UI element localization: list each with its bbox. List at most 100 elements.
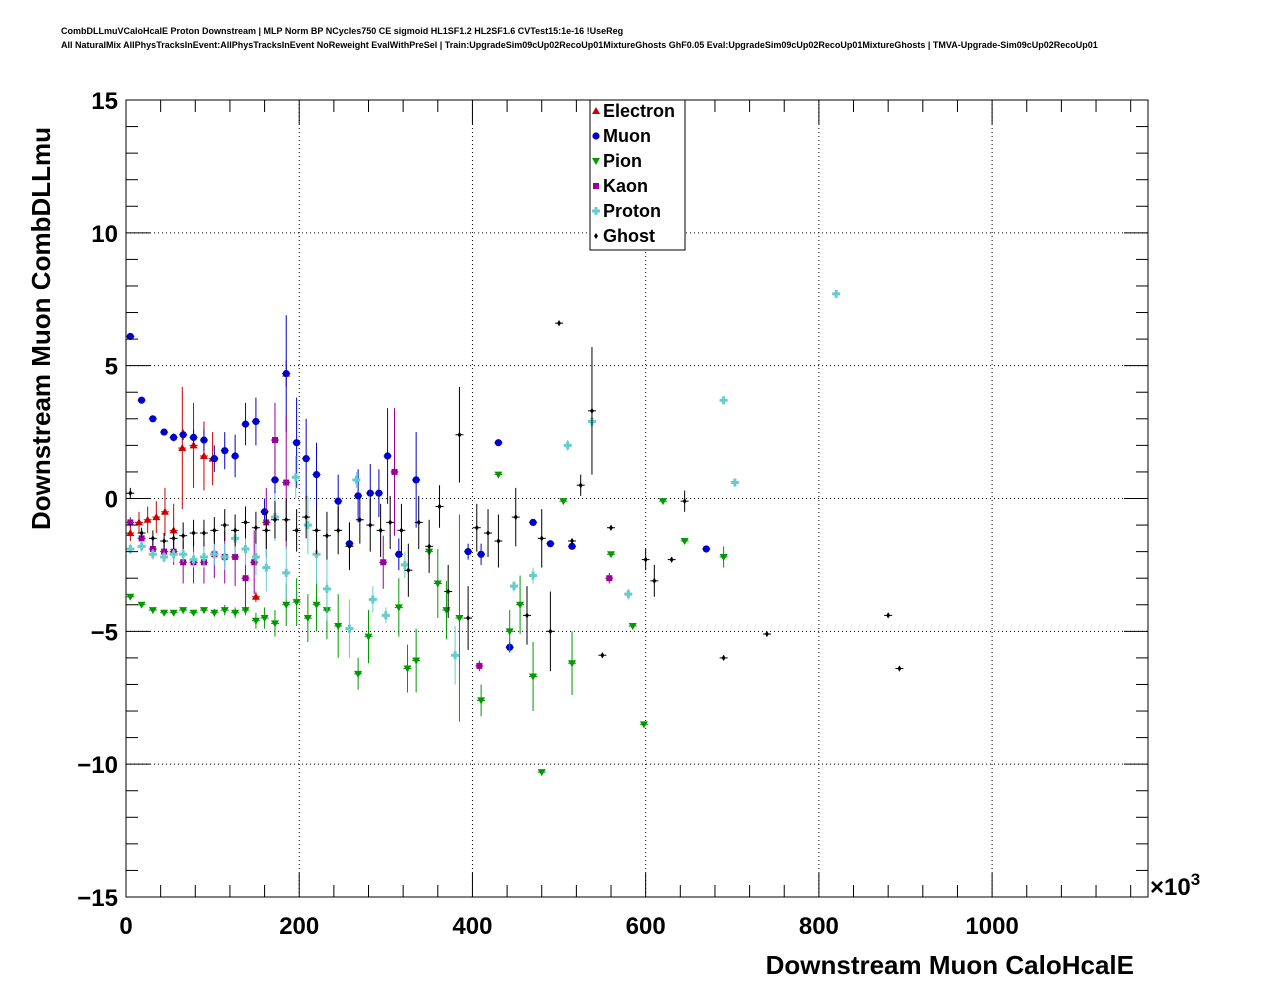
legend-label: Ghost bbox=[603, 226, 655, 246]
data-point-ghost bbox=[472, 503, 481, 552]
data-point-ghost bbox=[555, 320, 564, 327]
data-point-ghost bbox=[355, 495, 364, 544]
data-point-proton bbox=[529, 567, 538, 584]
data-point-ghost bbox=[199, 519, 208, 547]
marker bbox=[730, 478, 739, 487]
marker bbox=[148, 550, 157, 559]
marker bbox=[680, 538, 689, 546]
marker bbox=[212, 527, 217, 534]
marker bbox=[354, 670, 363, 678]
data-point-ghost bbox=[404, 543, 413, 597]
marker bbox=[137, 542, 146, 551]
marker bbox=[200, 436, 208, 444]
data-point-pion bbox=[160, 609, 169, 617]
marker bbox=[477, 550, 485, 558]
marker bbox=[589, 407, 594, 414]
marker bbox=[199, 552, 208, 561]
marker bbox=[383, 452, 392, 460]
data-point-muon bbox=[292, 397, 301, 488]
data-point-muon bbox=[160, 428, 169, 436]
marker bbox=[241, 607, 250, 615]
data-point-proton bbox=[137, 541, 146, 552]
data-point-pion bbox=[628, 623, 637, 631]
data-point-proton bbox=[352, 471, 361, 488]
marker bbox=[127, 519, 134, 526]
marker bbox=[272, 516, 277, 523]
data-point-muon bbox=[148, 415, 157, 423]
marker bbox=[260, 508, 269, 516]
data-point-pion bbox=[126, 593, 135, 601]
marker bbox=[160, 507, 169, 515]
x-tick-label: 600 bbox=[626, 913, 666, 940]
marker bbox=[210, 550, 219, 559]
y-axis-title: Downstream Muon CombDLLmu bbox=[26, 127, 56, 530]
data-point-pion bbox=[303, 594, 312, 642]
marker bbox=[282, 370, 290, 378]
marker bbox=[721, 654, 726, 661]
data-point-muon bbox=[137, 396, 146, 404]
data-point-ghost bbox=[719, 654, 728, 661]
data-point-electron bbox=[152, 501, 161, 534]
data-point-proton bbox=[220, 543, 229, 571]
data-point-proton bbox=[624, 588, 633, 600]
data-point-ghost bbox=[345, 522, 354, 571]
marker bbox=[148, 607, 157, 615]
marker bbox=[283, 479, 290, 486]
x-tick-label: 800 bbox=[799, 913, 839, 940]
chart-title-line-2: All NaturalMix AllPhysTracksInEvent:AllP… bbox=[61, 40, 1098, 50]
series-ghost bbox=[126, 320, 904, 672]
data-point-proton bbox=[210, 543, 219, 565]
marker bbox=[513, 514, 518, 521]
data-point-kaon bbox=[605, 572, 614, 584]
marker bbox=[251, 552, 260, 561]
marker bbox=[406, 567, 411, 574]
data-point-ghost bbox=[322, 511, 331, 560]
marker bbox=[334, 623, 343, 631]
data-point-proton bbox=[148, 548, 157, 560]
marker bbox=[251, 559, 258, 566]
data-point-pion bbox=[199, 607, 208, 615]
data-point-ghost bbox=[546, 591, 555, 672]
marker bbox=[126, 544, 135, 553]
marker bbox=[399, 527, 404, 534]
data-point-pion bbox=[260, 607, 269, 629]
marker bbox=[243, 519, 248, 526]
data-point-ghost bbox=[641, 548, 650, 571]
y-tick-label: −15 bbox=[77, 885, 118, 912]
data-point-proton bbox=[282, 546, 291, 600]
marker bbox=[304, 514, 309, 521]
marker bbox=[600, 652, 605, 659]
data-point-ghost bbox=[576, 474, 585, 496]
data-point-ghost bbox=[262, 511, 271, 549]
y-tick-label: −10 bbox=[77, 752, 118, 779]
data-point-ghost bbox=[598, 652, 607, 659]
data-point-proton bbox=[160, 551, 169, 563]
data-point-pion bbox=[364, 610, 373, 664]
marker bbox=[446, 588, 451, 595]
data-point-muon bbox=[374, 469, 383, 518]
data-point-pion bbox=[179, 607, 188, 615]
marker bbox=[609, 524, 614, 531]
marker bbox=[220, 552, 229, 561]
data-point-pion bbox=[312, 578, 321, 632]
data-point-proton bbox=[251, 538, 260, 576]
series-pion bbox=[126, 471, 728, 777]
marker bbox=[505, 628, 514, 636]
y-tick-label: 15 bbox=[91, 88, 118, 115]
marker bbox=[412, 657, 421, 665]
marker bbox=[270, 620, 279, 628]
data-point-proton bbox=[345, 599, 354, 658]
marker bbox=[719, 396, 728, 405]
marker bbox=[354, 492, 362, 500]
legend-marker bbox=[593, 183, 599, 189]
marker bbox=[191, 530, 196, 537]
marker bbox=[134, 518, 143, 526]
marker bbox=[368, 595, 377, 604]
y-tick-label: 0 bbox=[105, 487, 118, 514]
marker bbox=[496, 538, 501, 545]
data-point-ghost bbox=[435, 485, 444, 528]
marker bbox=[437, 503, 442, 510]
marker bbox=[303, 521, 312, 530]
data-point-muon bbox=[494, 439, 503, 447]
marker bbox=[222, 522, 227, 529]
